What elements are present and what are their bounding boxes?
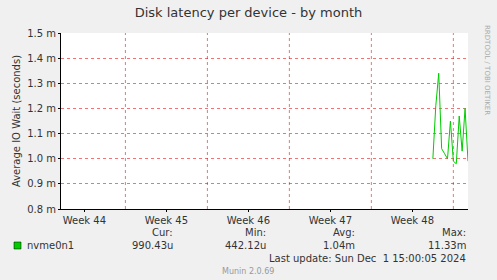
svg-text:Week 44: Week 44 (63, 215, 106, 226)
svg-text:Min:: Min: (245, 227, 266, 238)
svg-text:Week 47: Week 47 (309, 215, 352, 226)
svg-text:1.5 m: 1.5 m (27, 28, 56, 39)
svg-text:1.2 m: 1.2 m (27, 103, 56, 114)
svg-text:0.9 m: 0.9 m (27, 178, 56, 189)
svg-text:442.12u: 442.12u (225, 240, 266, 251)
svg-text:11.33m: 11.33m (428, 240, 466, 251)
svg-text:Week 48: Week 48 (391, 215, 434, 226)
svg-text:Disk latency per device - by m: Disk latency per device - by month (135, 5, 363, 20)
svg-text:1.4 m: 1.4 m (27, 53, 56, 64)
svg-text:1.1 m: 1.1 m (27, 128, 56, 139)
svg-text:0.8 m: 0.8 m (27, 204, 56, 215)
svg-text:990.43u: 990.43u (132, 240, 173, 251)
svg-text:Week 45: Week 45 (145, 215, 188, 226)
svg-text:nvme0n1: nvme0n1 (27, 240, 74, 251)
svg-text:1.0 m: 1.0 m (27, 153, 56, 164)
svg-text:RRDTOOL / TOBI OETIKER: RRDTOOL / TOBI OETIKER (483, 25, 491, 115)
svg-text:Week 46: Week 46 (227, 215, 270, 226)
svg-text:1.3 m: 1.3 m (27, 78, 56, 89)
svg-text:Munin 2.0.69: Munin 2.0.69 (222, 267, 274, 276)
svg-text:Average IO Wait (seconds): Average IO Wait (seconds) (11, 55, 22, 187)
svg-text:Last update: Sun Dec 1 15:00:: Last update: Sun Dec 1 15:00:05 2024 (269, 253, 466, 264)
svg-text:Cur:: Cur: (152, 227, 173, 238)
svg-text:1.04m: 1.04m (323, 240, 355, 251)
svg-text:Max:: Max: (442, 227, 466, 238)
svg-text:Avg:: Avg: (333, 227, 355, 238)
